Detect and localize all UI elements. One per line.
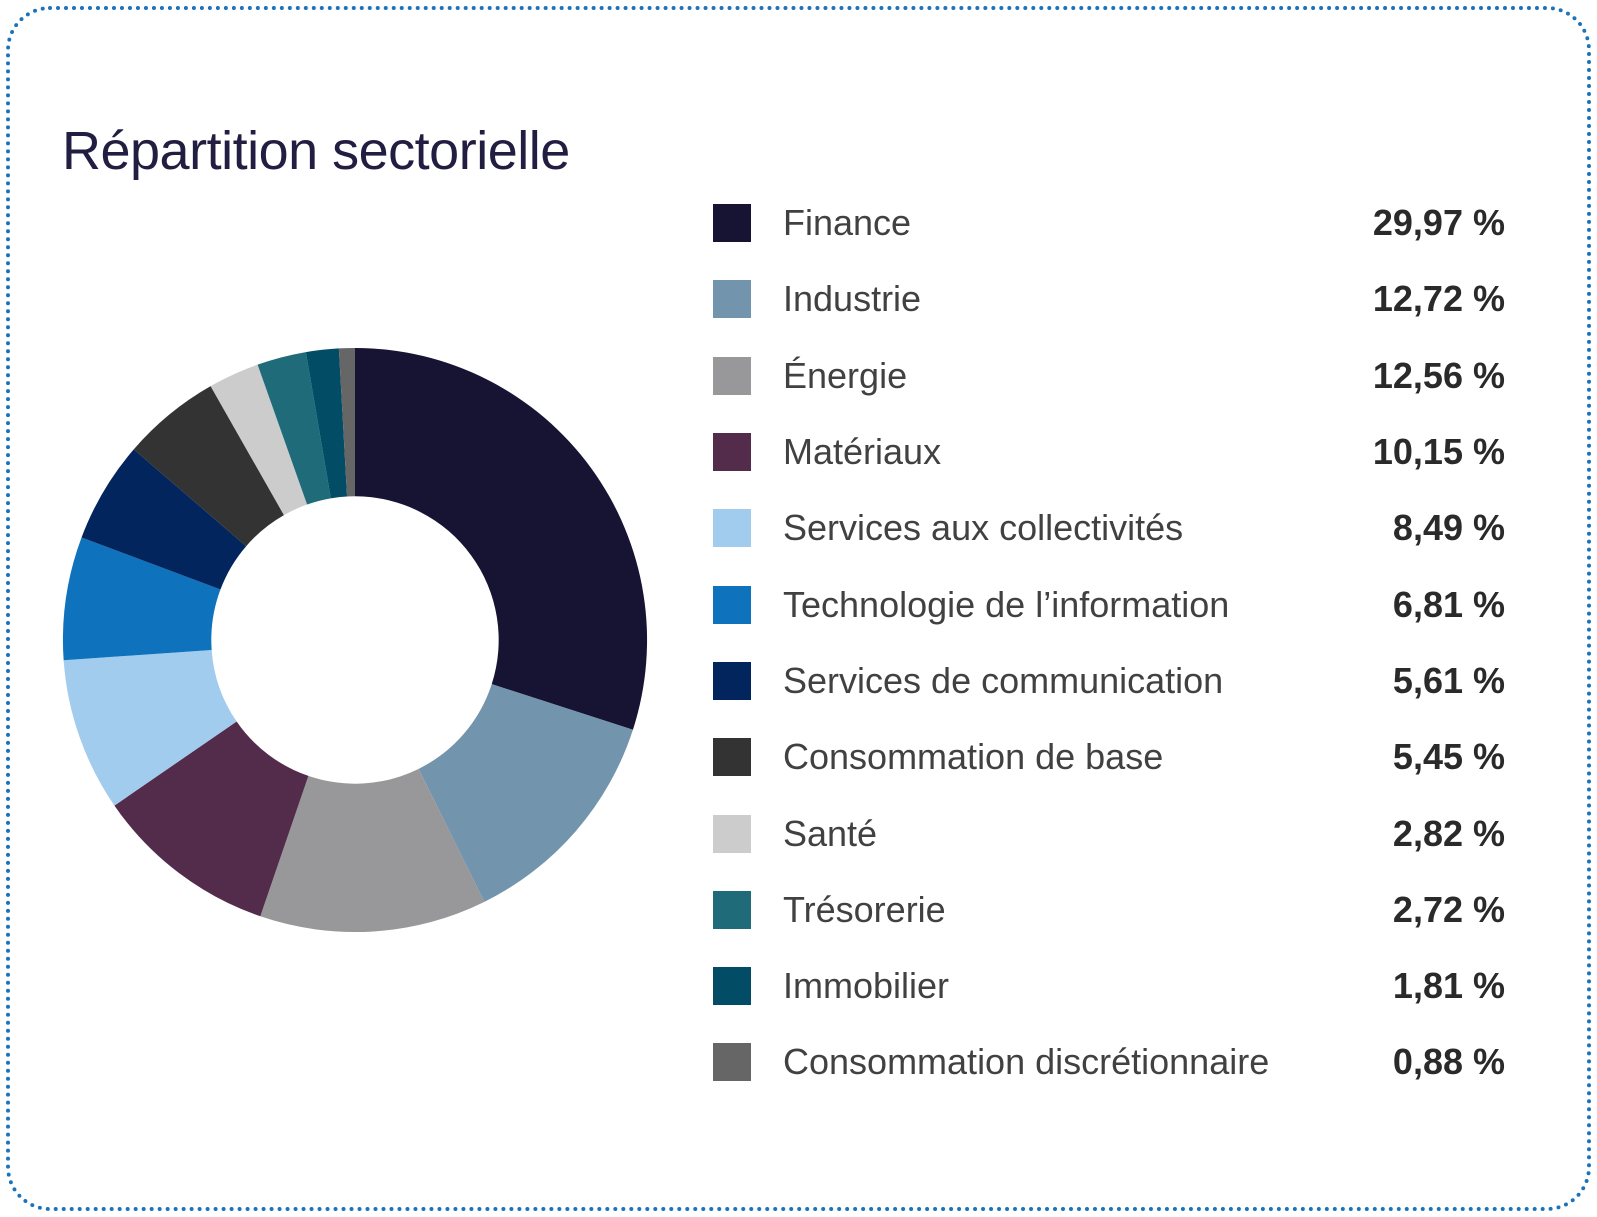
legend-label: Services de communication — [783, 659, 1224, 701]
legend-item-services-communication: Services de communication 5,61 % — [713, 643, 1505, 719]
donut-slice-11 — [338, 347, 355, 497]
legend-label: Santé — [783, 812, 878, 854]
legend-swatch — [713, 1043, 751, 1082]
legend-value: 5,45 % — [1392, 736, 1505, 778]
legend-swatch — [713, 509, 751, 548]
legend-label: Consommation de base — [783, 736, 1164, 778]
legend-label: Finance — [783, 202, 912, 244]
donut-slice-7 — [133, 386, 284, 547]
legend-label: Trésorerie — [783, 888, 946, 930]
legend-item-technologie: Technologie de l’information 6,81 % — [713, 566, 1505, 642]
page-title: Répartition sectorielle — [62, 121, 570, 181]
legend-item-consommation-discretionnaire: Consommation discrétionnaire 0,88 % — [713, 1024, 1505, 1100]
donut-slice-6 — [81, 449, 247, 590]
legend-label: Consommation discrétionnaire — [783, 1041, 1270, 1083]
legend-value: 2,72 % — [1392, 888, 1505, 930]
legend-item-sante: Santé 2,82 % — [713, 795, 1505, 871]
donut-slice-9 — [257, 352, 331, 505]
legend-item-industrie: Industrie 12,72 % — [713, 261, 1505, 337]
legend-swatch — [713, 738, 751, 777]
legend-label: Technologie de l’information — [783, 583, 1230, 625]
legend-swatch — [713, 356, 751, 395]
legend-swatch — [713, 280, 751, 319]
donut-slice-1 — [418, 684, 633, 902]
legend: Finance 29,97 % Industrie 12,72 % Énergi… — [713, 185, 1505, 1101]
legend-value: 29,97 % — [1372, 202, 1505, 244]
legend-swatch — [713, 967, 751, 1006]
legend-value: 12,72 % — [1372, 278, 1505, 320]
donut-slice-10 — [305, 348, 348, 499]
legend-value: 1,81 % — [1392, 965, 1505, 1007]
legend-item-energie: Énergie 12,56 % — [713, 338, 1505, 414]
legend-value: 8,49 % — [1392, 507, 1505, 549]
legend-item-tresorerie: Trésorerie 2,72 % — [713, 872, 1505, 948]
legend-item-materiaux: Matériaux 10,15 % — [713, 414, 1505, 490]
legend-swatch — [713, 890, 751, 929]
legend-swatch — [713, 433, 751, 472]
legend-swatch — [713, 814, 751, 853]
legend-swatch — [713, 204, 751, 243]
legend-value: 0,88 % — [1392, 1041, 1505, 1083]
legend-label: Immobilier — [783, 965, 950, 1007]
legend-item-services-collectivites: Services aux collectivités 8,49 % — [713, 490, 1505, 566]
legend-label: Matériaux — [783, 431, 942, 473]
legend-swatch — [713, 585, 751, 624]
donut-chart — [62, 347, 648, 933]
legend-label: Services aux collectivités — [783, 507, 1184, 549]
donut-slice-8 — [210, 364, 308, 516]
legend-value: 5,61 % — [1392, 659, 1505, 701]
legend-value: 6,81 % — [1392, 583, 1505, 625]
donut-slice-2 — [260, 768, 485, 933]
legend-item-finance: Finance 29,97 % — [713, 185, 1505, 261]
donut-slice-0 — [355, 347, 648, 730]
legend-label: Énergie — [783, 354, 908, 396]
donut-slice-4 — [63, 649, 237, 806]
legend-item-immobilier: Immobilier 1,81 % — [713, 948, 1505, 1024]
donut-slice-3 — [114, 721, 309, 917]
legend-label: Industrie — [783, 278, 922, 320]
sector-donut-chart-container — [58, 343, 652, 937]
legend-value: 12,56 % — [1372, 354, 1505, 396]
legend-value: 10,15 % — [1372, 431, 1505, 473]
legend-swatch — [713, 661, 751, 700]
legend-value: 2,82 % — [1392, 812, 1505, 854]
donut-slice-5 — [62, 537, 221, 661]
legend-item-consommation-base: Consommation de base 5,45 % — [713, 719, 1505, 795]
